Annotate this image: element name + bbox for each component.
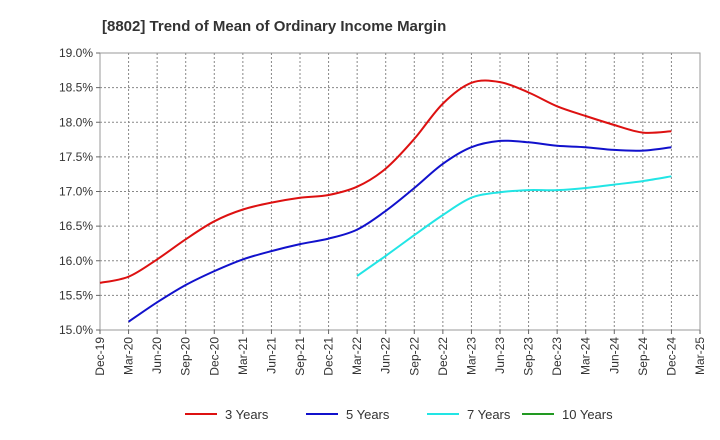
legend-label-2: 5 Years (346, 407, 390, 422)
y-tick-label: 15.5% (59, 288, 93, 302)
series-lines (99, 79, 672, 323)
x-tick-label: Dec-20 (207, 337, 221, 376)
series-line-1 (99, 79, 672, 284)
legend-label-4: 10 Years (562, 407, 613, 422)
x-tick-label: Sep-20 (179, 337, 193, 376)
x-tick-label: Jun-22 (379, 337, 393, 374)
series-line-3 (356, 175, 672, 277)
x-tick-label: Dec-19 (93, 337, 107, 376)
legend-label-3: 7 Years (467, 407, 511, 422)
y-tick-label: 19.0% (59, 46, 93, 60)
y-tick-label: 18.5% (59, 81, 93, 95)
x-tick-label: Dec-24 (664, 337, 678, 376)
x-tick-label: Jun-21 (264, 337, 278, 374)
x-axis: Dec-19 Mar-20 Jun-20 Sep-20 Dec-20 Mar-21 Jun-… (93, 330, 707, 376)
y-tick-label: 16.0% (59, 254, 93, 268)
x-tick-label: Jun-20 (150, 337, 164, 374)
y-tick-label: 16.5% (59, 219, 93, 233)
y-tick-label: 18.0% (59, 115, 93, 129)
x-tick-label: Mar-25 (693, 337, 707, 375)
y-tick-label: 17.0% (59, 185, 93, 199)
chart-title: [8802] Trend of Mean of Ordinary Income … (102, 18, 446, 35)
x-tick-label: Dec-22 (436, 337, 450, 376)
x-tick-label: Mar-24 (579, 337, 593, 375)
x-tick-label: Dec-21 (322, 337, 336, 376)
grid (100, 53, 700, 330)
x-tick-label: Sep-21 (293, 337, 307, 376)
x-tick-label: Mar-23 (464, 337, 478, 375)
x-tick-label: Jun-23 (493, 337, 507, 374)
x-tick-label: Dec-23 (550, 337, 564, 376)
x-tick-label: Sep-24 (636, 337, 650, 376)
legend: 3 Years 5 Years 7 Years 10 Years (185, 407, 613, 422)
y-tick-label: 15.0% (59, 323, 93, 337)
x-tick-label: Jun-24 (607, 337, 621, 374)
series-line-2 (128, 139, 672, 323)
y-axis: 15.0% 15.5% 16.0% 16.5% 17.0% 17.5% 18.0% 18.5%… (59, 46, 100, 337)
x-tick-label: Mar-22 (350, 337, 364, 375)
x-tick-label: Sep-23 (522, 337, 536, 376)
legend-label-1: 3 Years (225, 407, 269, 422)
x-tick-label: Mar-20 (122, 337, 136, 375)
x-tick-label: Sep-22 (407, 337, 421, 376)
y-tick-label: 17.5% (59, 150, 93, 164)
x-tick-label: Mar-21 (236, 337, 250, 375)
